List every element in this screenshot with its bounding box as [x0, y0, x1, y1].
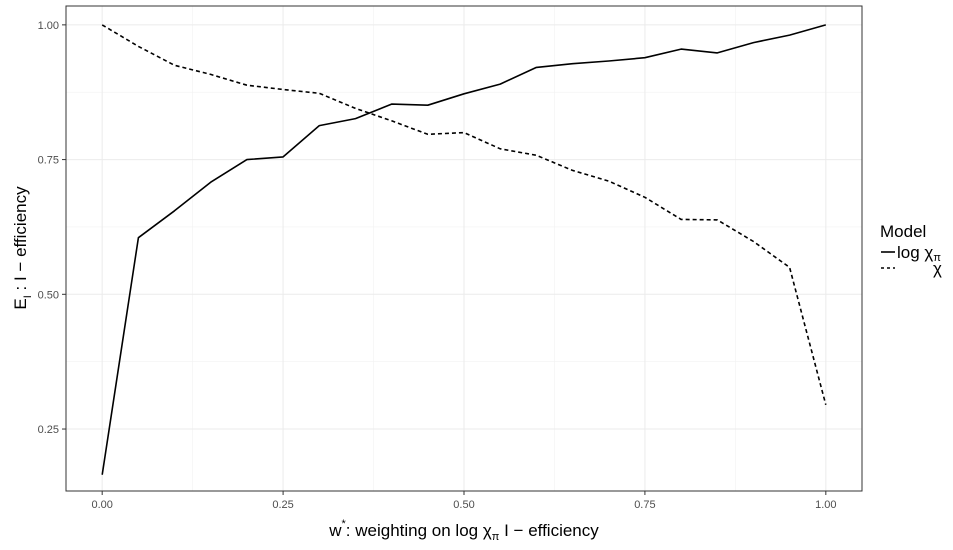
y-axis-title-main: E [11, 298, 30, 309]
x-axis-ticks: 0.00 0.25 0.50 0.75 1.00 [91, 491, 837, 511]
x-tick-label: 0.50 [453, 499, 474, 511]
legend-label-0-chi: χ [924, 243, 933, 262]
legend-label-0: log χπ [897, 243, 941, 264]
y-axis-ticks: 0.25 0.50 0.75 1.00 [38, 20, 66, 436]
x-axis-title: w*: weighting on log χπ I − efficiency [328, 518, 599, 543]
y-axis-title-sub: I [22, 295, 34, 298]
y-tick-label: 0.75 [38, 155, 59, 167]
series-line-solid [101, 24, 827, 475]
x-axis-title-suffix: I − efficiency [499, 521, 599, 540]
y-axis-title-suffix: : I − efficiency [11, 186, 30, 295]
x-axis-title-chi: χ [483, 521, 492, 540]
legend-label-1-chi: χ [933, 259, 942, 278]
legend-label-0-sub: π [933, 252, 941, 264]
x-axis-title-sub: π [492, 531, 500, 543]
x-axis-title-sup: * [342, 518, 347, 530]
y-tick-label: 0.25 [38, 424, 59, 436]
legend: Model log χπ χ [880, 222, 942, 278]
grid-lines [66, 6, 862, 491]
x-axis-title-mid: : weighting on log [346, 521, 483, 540]
legend-label-1: χ [933, 259, 942, 278]
legend-title: Model [880, 222, 926, 241]
x-axis-title-prefix: w [328, 521, 342, 540]
x-tick-label: 0.25 [272, 499, 293, 511]
x-tick-label: 1.00 [815, 499, 836, 511]
x-tick-label: 0.00 [91, 499, 112, 511]
y-tick-label: 1.00 [38, 20, 59, 32]
y-tick-label: 0.50 [38, 289, 59, 301]
y-axis-title: EI : I − efficiency [11, 186, 34, 310]
legend-label-0-text: log [897, 243, 924, 262]
x-tick-label: 0.75 [634, 499, 655, 511]
series-lines [101, 24, 827, 475]
